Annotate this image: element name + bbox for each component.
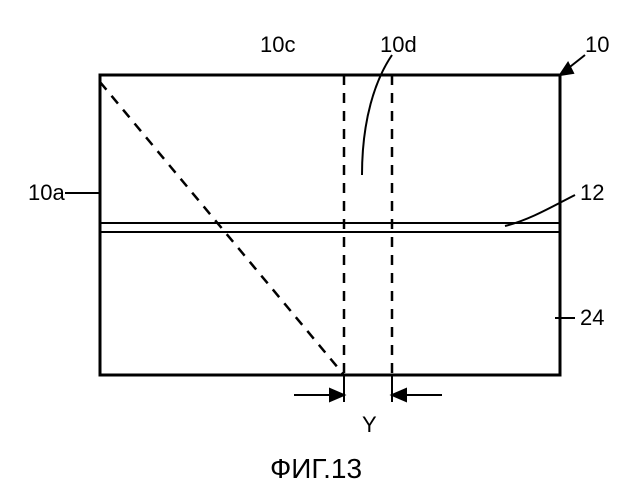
- label-10c: 10c: [260, 32, 295, 57]
- label-Y: Y: [362, 412, 377, 437]
- leader-10d: [362, 55, 392, 175]
- label-10: 10: [585, 32, 609, 57]
- label-12: 12: [580, 180, 604, 205]
- label-10d: 10d: [380, 32, 417, 57]
- leader-12: [505, 195, 575, 226]
- leader-10: [560, 55, 585, 75]
- dimension-arrow-left: [294, 389, 344, 401]
- figure-diagram: 10c 10d 10 10a 12 24 Y ФИГ.13: [0, 0, 644, 500]
- outer-rect: [100, 75, 560, 375]
- label-10a: 10a: [28, 180, 65, 205]
- label-24: 24: [580, 305, 604, 330]
- figure-caption: ФИГ.13: [270, 453, 362, 484]
- dashed-diagonal: [100, 82, 344, 375]
- dimension-arrow-right: [392, 389, 442, 401]
